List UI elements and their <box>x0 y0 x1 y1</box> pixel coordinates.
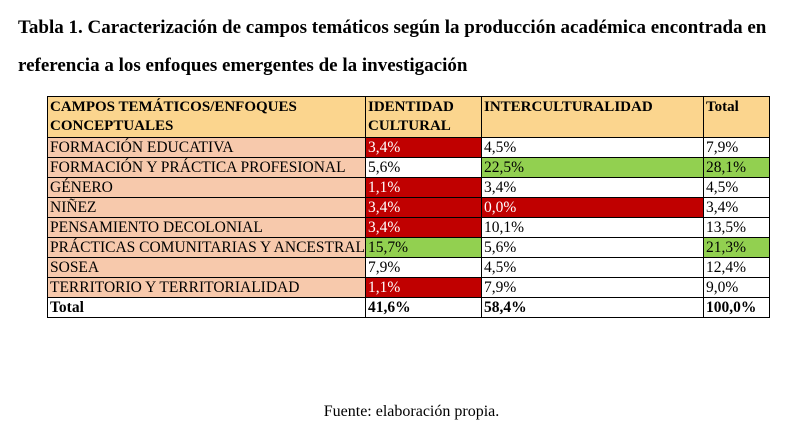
total-cell: 9,0% <box>703 277 770 298</box>
category-cell: FORMACIÓN Y PRÁCTICA PROFESIONAL <box>47 157 366 178</box>
table-row: SOSEA 7,9% 4,5% 12,4% <box>47 257 770 278</box>
category-cell: PENSAMIENTO DECOLONIAL <box>47 217 366 238</box>
header-identidad-cultural: IDENTIDAD CULTURAL <box>365 96 482 138</box>
table-header-row: CAMPOS TEMÁTICOS/ENFOQUES CONCEPTUALES I… <box>47 96 770 138</box>
identidad-cell: 15,7% <box>365 237 482 258</box>
table-source: Fuente: elaboración propia. <box>323 403 500 420</box>
header-interculturalidad: INTERCULTURALIDAD <box>481 96 704 138</box>
identidad-cell: 5,6% <box>365 157 482 178</box>
header-total: Total <box>703 96 770 138</box>
category-cell: SOSEA <box>47 257 366 278</box>
table-row: PENSAMIENTO DECOLONIAL 3,4% 10,1% 13,5% <box>47 217 770 238</box>
identidad-cell: 1,1% <box>365 277 482 298</box>
interculturalidad-cell: 7,9% <box>481 277 704 298</box>
header-campos-tematicos: CAMPOS TEMÁTICOS/ENFOQUES CONCEPTUALES <box>47 96 366 138</box>
identidad-cell: 3,4% <box>365 137 482 158</box>
table-row: NIÑEZ 3,4% 0,0% 3,4% <box>47 197 770 218</box>
total-cell: 13,5% <box>703 217 770 238</box>
identidad-cell: 3,4% <box>365 197 482 218</box>
identidad-cell: 1,1% <box>365 177 482 198</box>
table-row: TERRITORIO Y TERRITORIALIDAD 1,1% 7,9% 9… <box>47 277 770 298</box>
identidad-cell: 3,4% <box>365 217 482 238</box>
total-label-cell: Total <box>47 297 366 318</box>
category-cell: PRÁCTICAS COMUNITARIAS Y ANCESTRALES <box>47 237 366 258</box>
category-cell: GÉNERO <box>47 177 366 198</box>
total-cell: 12,4% <box>703 257 770 278</box>
interculturalidad-cell: 22,5% <box>481 157 704 178</box>
interculturalidad-cell: 10,1% <box>481 217 704 238</box>
grand-total-cell: 100,0% <box>703 297 770 318</box>
total-cell: 4,5% <box>703 177 770 198</box>
total-cell: 28,1% <box>703 157 770 178</box>
interculturalidad-cell: 0,0% <box>481 197 704 218</box>
total-cell: 7,9% <box>703 137 770 158</box>
total-cell: 3,4% <box>703 197 770 218</box>
table-row: GÉNERO 1,1% 3,4% 4,5% <box>47 177 770 198</box>
table-row: FORMACIÓN EDUCATIVA 3,4% 4,5% 7,9% <box>47 137 770 158</box>
interculturalidad-cell: 3,4% <box>481 177 704 198</box>
table-total-row: Total 41,6% 58,4% 100,0% <box>47 297 770 318</box>
total-cell: 21,3% <box>703 237 770 258</box>
category-cell: TERRITORIO Y TERRITORIALIDAD <box>47 277 366 298</box>
category-cell: NIÑEZ <box>47 197 366 218</box>
table-title: Tabla 1. Caracterización de campos temát… <box>18 17 767 76</box>
category-cell: FORMACIÓN EDUCATIVA <box>47 137 366 158</box>
total-interculturalidad-cell: 58,4% <box>481 297 704 318</box>
data-table: CAMPOS TEMÁTICOS/ENFOQUES CONCEPTUALES I… <box>47 96 770 318</box>
interculturalidad-cell: 4,5% <box>481 137 704 158</box>
table-row: PRÁCTICAS COMUNITARIAS Y ANCESTRALES 15,… <box>47 237 770 258</box>
table-row: FORMACIÓN Y PRÁCTICA PROFESIONAL 5,6% 22… <box>47 157 770 178</box>
identidad-cell: 7,9% <box>365 257 482 278</box>
interculturalidad-cell: 4,5% <box>481 257 704 278</box>
total-identidad-cell: 41,6% <box>365 297 482 318</box>
interculturalidad-cell: 5,6% <box>481 237 704 258</box>
